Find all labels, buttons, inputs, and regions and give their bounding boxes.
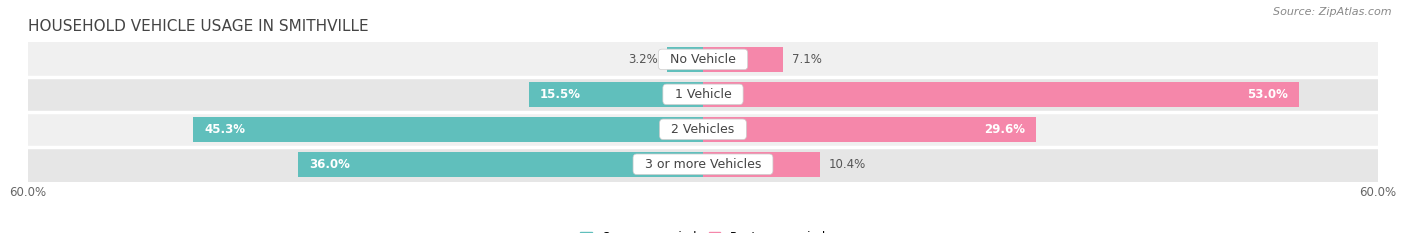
Bar — [703, 117, 1036, 142]
Text: 3.2%: 3.2% — [628, 53, 658, 66]
Bar — [703, 152, 820, 177]
Text: No Vehicle: No Vehicle — [662, 53, 744, 66]
Text: HOUSEHOLD VEHICLE USAGE IN SMITHVILLE: HOUSEHOLD VEHICLE USAGE IN SMITHVILLE — [28, 19, 368, 34]
Bar — [703, 82, 1299, 107]
Text: Source: ZipAtlas.com: Source: ZipAtlas.com — [1274, 7, 1392, 17]
Bar — [28, 147, 1378, 182]
Text: 2 Vehicles: 2 Vehicles — [664, 123, 742, 136]
Bar — [28, 112, 1378, 147]
Text: 3 or more Vehicles: 3 or more Vehicles — [637, 158, 769, 171]
Text: 1 Vehicle: 1 Vehicle — [666, 88, 740, 101]
Bar — [298, 152, 703, 177]
Text: 7.1%: 7.1% — [792, 53, 821, 66]
Text: 53.0%: 53.0% — [1247, 88, 1288, 101]
Bar — [666, 47, 703, 72]
Bar — [703, 47, 783, 72]
Bar — [529, 82, 703, 107]
Text: 29.6%: 29.6% — [984, 123, 1025, 136]
Text: 15.5%: 15.5% — [540, 88, 581, 101]
Legend: Owner-occupied, Renter-occupied: Owner-occupied, Renter-occupied — [575, 226, 831, 233]
Text: 10.4%: 10.4% — [830, 158, 866, 171]
Bar — [28, 42, 1378, 77]
Text: 36.0%: 36.0% — [309, 158, 350, 171]
Bar — [28, 77, 1378, 112]
Bar — [194, 117, 703, 142]
Text: 45.3%: 45.3% — [205, 123, 246, 136]
